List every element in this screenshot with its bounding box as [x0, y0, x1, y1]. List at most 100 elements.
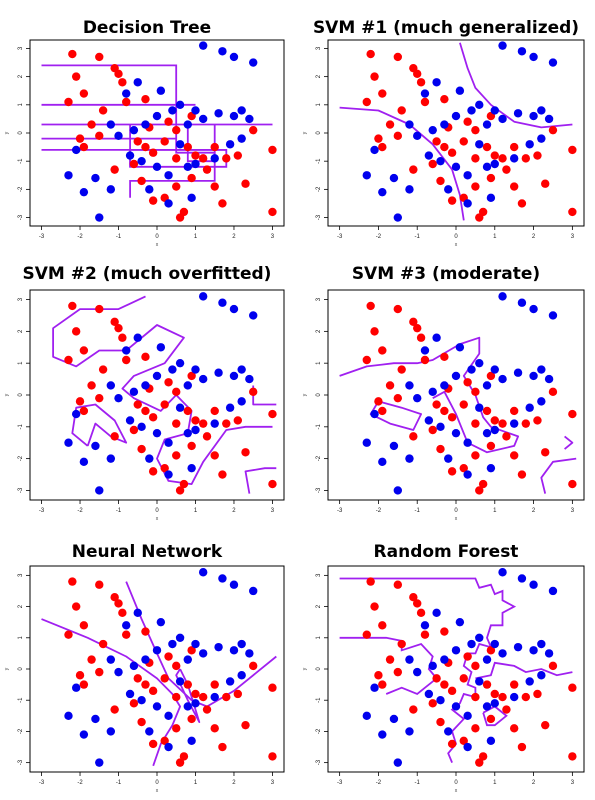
data-point-red — [436, 176, 445, 186]
data-point-red — [118, 608, 127, 618]
data-point-blue — [225, 677, 235, 686]
x-tick-label: -3 — [39, 234, 45, 240]
data-point-red — [459, 400, 468, 409]
data-point-blue — [509, 154, 519, 163]
data-point-red — [148, 196, 158, 205]
data-point-blue — [229, 304, 239, 314]
data-point-blue — [152, 371, 162, 381]
data-point-red — [541, 448, 550, 457]
data-point-red — [482, 680, 492, 689]
data-point-red — [393, 52, 403, 62]
data-point-blue — [544, 114, 554, 124]
scatter-plot: -3 -2 -1 0 1 2 3 -3 -2 -1 0 1 2 3 x y — [302, 565, 585, 794]
data-point-red — [397, 106, 406, 115]
decision-boundary — [339, 577, 517, 763]
data-point-red — [172, 724, 181, 733]
panel-title: SVM #1 (much generalized) — [312, 18, 580, 38]
data-point-red — [172, 387, 181, 397]
data-point-blue — [362, 171, 371, 180]
data-point-red — [490, 416, 499, 425]
y-tick-label: 2 — [18, 604, 24, 608]
data-point-blue — [106, 454, 116, 463]
data-point-blue — [389, 441, 399, 451]
data-point-blue — [114, 131, 123, 141]
data-point-blue — [405, 120, 414, 129]
panel-title: Neural Network — [71, 542, 223, 562]
data-point-red — [172, 125, 181, 135]
data-point-red — [79, 406, 89, 416]
x-tick-label: -1 — [415, 508, 421, 514]
data-point-red — [202, 705, 212, 714]
data-point-red — [374, 397, 383, 406]
data-point-red — [133, 674, 142, 683]
data-point-red — [475, 213, 484, 222]
data-point-blue — [225, 403, 235, 412]
data-point-blue — [106, 727, 116, 736]
data-point-blue — [529, 646, 538, 655]
data-point-red — [222, 692, 231, 702]
data-point-red — [416, 78, 426, 87]
data-point-red — [160, 137, 169, 146]
y-tick-label: -3 — [18, 214, 24, 220]
data-point-blue — [198, 114, 208, 124]
data-point-red — [486, 371, 496, 381]
data-point-blue — [455, 617, 465, 627]
x-tick-label: -1 — [415, 780, 421, 786]
data-point-blue — [548, 58, 558, 67]
data-point-red — [222, 419, 231, 428]
data-point-red — [87, 120, 96, 129]
x-axis-label: x — [156, 242, 159, 248]
data-point-red — [370, 72, 379, 81]
data-point-blue — [91, 441, 100, 451]
data-point-blue — [490, 639, 499, 649]
data-point-red — [568, 207, 577, 217]
data-point-blue — [529, 304, 538, 314]
data-point-blue — [482, 120, 492, 129]
plot-frame — [327, 39, 585, 227]
data-point-red — [471, 387, 480, 397]
data-point-red — [187, 714, 196, 724]
data-point-red — [268, 683, 277, 692]
data-point-red — [447, 686, 457, 696]
data-point-red — [129, 699, 139, 708]
data-point-blue — [424, 151, 434, 160]
data-point-red — [432, 400, 441, 409]
data-point-blue — [191, 106, 200, 115]
data-point-blue — [440, 381, 449, 390]
x-tick-label: 2 — [532, 780, 536, 786]
data-point-red — [409, 705, 418, 714]
data-point-red — [218, 199, 227, 208]
data-point-red — [447, 413, 457, 422]
data-point-red — [482, 406, 492, 416]
data-point-red — [175, 486, 185, 495]
data-point-blue — [455, 343, 465, 352]
x-tick-label: 0 — [454, 234, 458, 240]
data-point-blue — [198, 292, 208, 301]
data-point-blue — [229, 646, 239, 655]
data-point-blue — [229, 371, 239, 381]
y-axis-label: y — [4, 393, 10, 396]
data-point-red — [210, 406, 219, 416]
data-point-blue — [370, 145, 379, 155]
data-point-red — [210, 724, 219, 733]
data-point-red — [98, 106, 108, 115]
data-point-blue — [389, 173, 399, 183]
data-point-blue — [64, 171, 73, 180]
data-point-red — [64, 630, 73, 639]
data-point-blue — [482, 655, 492, 664]
y-tick-label: -2 — [18, 728, 24, 734]
data-point-blue — [370, 683, 379, 692]
scatter-plot: -3 -2 -1 0 1 2 3 -3 -2 -1 0 1 2 3 x y — [4, 289, 285, 522]
data-point-red — [148, 467, 158, 476]
data-point-blue — [183, 428, 192, 438]
decision-boundary — [339, 636, 438, 696]
data-point-red — [249, 125, 258, 135]
data-point-red — [75, 134, 85, 143]
data-point-blue — [475, 140, 484, 149]
data-point-blue — [405, 381, 414, 390]
data-point-blue — [164, 742, 173, 752]
data-point-blue — [237, 134, 246, 143]
panel-title: SVM #2 (much overfitted) — [22, 264, 272, 284]
data-point-blue — [198, 568, 208, 577]
plot-frame — [29, 289, 285, 501]
